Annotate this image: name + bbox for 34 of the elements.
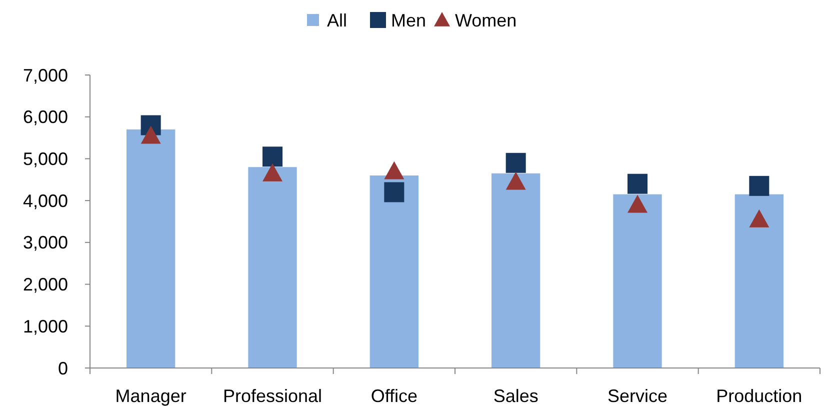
x-tick-label: Office <box>370 386 418 406</box>
point <box>140 126 161 144</box>
x-tick-label: Sales <box>493 386 538 406</box>
y-tick-label: 6,000 <box>22 107 68 128</box>
point <box>384 161 404 180</box>
x-tick-label: Service <box>607 386 668 406</box>
y-tick-label: 5,000 <box>22 149 68 170</box>
bar <box>613 194 662 368</box>
bar <box>370 175 418 368</box>
point <box>749 209 770 228</box>
legend-label: Men <box>391 10 426 30</box>
legend-label: All <box>327 10 348 30</box>
bar <box>248 167 297 368</box>
x-tick-label: Manager <box>115 386 186 406</box>
y-tick-label: 7,000 <box>22 65 68 86</box>
y-tick-label: 2,000 <box>22 274 68 295</box>
y-tick-label: 0 <box>58 358 68 378</box>
x-tick-label: Professional <box>222 386 322 406</box>
point <box>506 172 526 190</box>
bar <box>734 194 784 368</box>
point <box>628 174 648 194</box>
point <box>628 194 648 213</box>
point <box>384 182 404 202</box>
point <box>506 152 526 173</box>
y-tick-label: 1,000 <box>22 316 68 336</box>
bar <box>126 129 176 368</box>
point <box>262 146 282 167</box>
x-tick-label: Production <box>716 386 802 406</box>
legend-label: Women <box>455 10 517 30</box>
point <box>262 163 282 182</box>
y-tick-label: 4,000 <box>22 190 68 211</box>
y-tick-label: 3,000 <box>22 232 68 253</box>
bar <box>492 173 540 368</box>
point <box>749 176 770 196</box>
